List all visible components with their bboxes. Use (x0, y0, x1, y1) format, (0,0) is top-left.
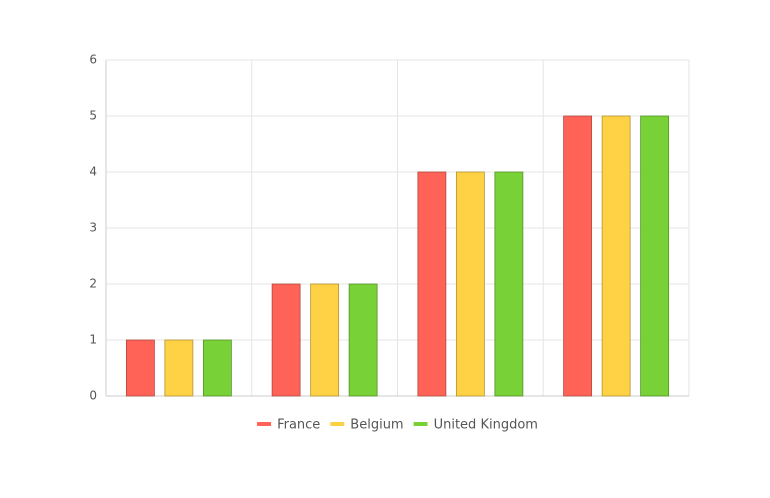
bar (164, 339, 194, 397)
bar (494, 171, 524, 397)
bar (202, 339, 232, 397)
bar (417, 171, 447, 397)
legend-swatch (330, 422, 345, 426)
y-tick-label: 6 (89, 53, 97, 67)
bar (640, 115, 670, 397)
bar (601, 115, 631, 397)
legend-label: France (277, 418, 320, 433)
legend: France Belgium United Kingdom (257, 418, 538, 433)
legend-label: United Kingdom (434, 418, 538, 433)
bar (271, 283, 301, 397)
bar (125, 339, 155, 397)
y-tick-label: 3 (89, 221, 97, 235)
bar (348, 283, 378, 397)
legend-label: Belgium (350, 418, 403, 433)
bar (563, 115, 593, 397)
y-tick-label: 4 (89, 165, 97, 179)
y-tick-label: 2 (89, 277, 97, 291)
y-tick-label: 1 (89, 333, 97, 347)
legend-swatch (413, 422, 428, 426)
legend-swatch (257, 422, 272, 426)
bar (455, 171, 485, 397)
bar (310, 283, 340, 397)
y-tick-label: 5 (89, 109, 97, 123)
y-tick-label: 0 (89, 389, 97, 403)
